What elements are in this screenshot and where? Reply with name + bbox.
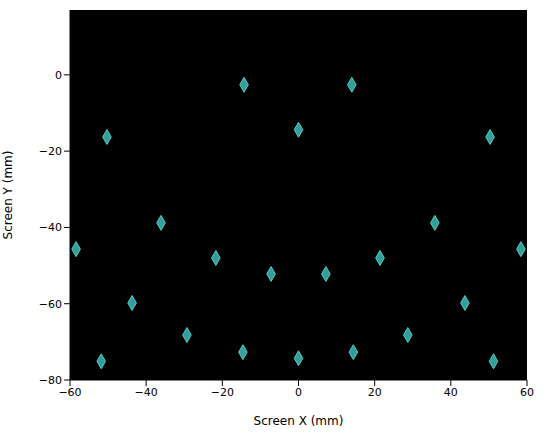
svg-text:0: 0 bbox=[295, 386, 302, 399]
svg-text:Screen X (mm): Screen X (mm) bbox=[254, 414, 344, 428]
svg-text:−40: −40 bbox=[135, 386, 158, 399]
svg-text:−80: −80 bbox=[39, 374, 62, 387]
svg-text:−60: −60 bbox=[39, 298, 62, 311]
svg-text:−60: −60 bbox=[58, 386, 81, 399]
svg-text:60: 60 bbox=[520, 386, 534, 399]
svg-text:−20: −20 bbox=[39, 145, 62, 158]
svg-text:40: 40 bbox=[444, 386, 458, 399]
svg-text:Screen Y (mm): Screen Y (mm) bbox=[1, 151, 15, 240]
svg-text:−40: −40 bbox=[39, 221, 62, 234]
svg-text:−20: −20 bbox=[211, 386, 234, 399]
svg-text:20: 20 bbox=[368, 386, 382, 399]
svg-text:0: 0 bbox=[55, 69, 62, 82]
